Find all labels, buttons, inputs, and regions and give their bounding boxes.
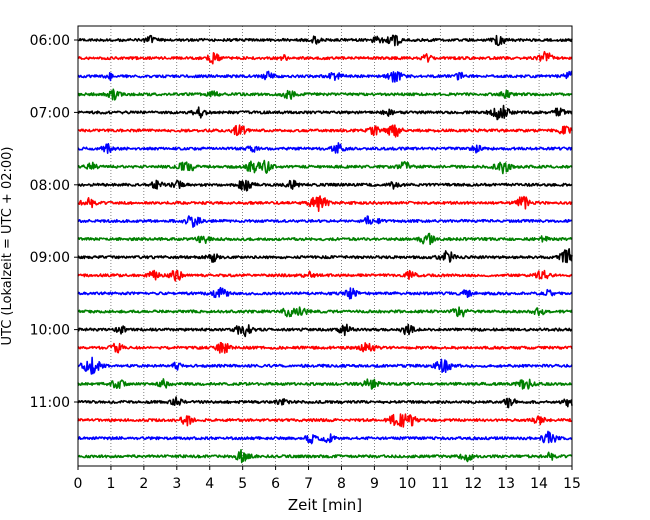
trace-0815 — [77, 195, 573, 213]
trace-0730 — [77, 142, 573, 154]
y-tick-label: 08:00 — [30, 178, 70, 194]
y-tick-label: 09:00 — [30, 250, 70, 266]
x-tick-label: 11 — [431, 476, 449, 492]
x-tick-label: 12 — [464, 476, 482, 492]
trace-0600 — [77, 34, 573, 47]
trace-1115 — [77, 413, 573, 428]
trace-0800 — [77, 179, 573, 192]
x-tick-label: 3 — [172, 476, 181, 492]
x-tick-label: 5 — [238, 476, 247, 492]
trace-0915 — [77, 269, 573, 282]
trace-1145 — [77, 449, 573, 464]
x-tick-label: 2 — [139, 476, 148, 492]
trace-0715 — [77, 124, 573, 138]
x-tick-label: 9 — [370, 476, 379, 492]
x-tick-label: 4 — [205, 476, 214, 492]
trace-group — [77, 34, 573, 464]
y-tick-label: 10:00 — [30, 323, 70, 339]
trace-0945 — [77, 306, 573, 318]
x-tick-label: 14 — [530, 476, 548, 492]
trace-0745 — [77, 159, 573, 175]
trace-0930 — [77, 286, 573, 300]
y-axis-ticks: 06:00 07:00 08:00 09:00 10:00 11:00 — [30, 33, 78, 411]
x-axis-ticks: 0 1 2 3 4 5 6 7 8 9 10 11 12 13 14 15 — [74, 466, 581, 492]
y-tick-label: 07:00 — [30, 105, 70, 121]
x-tick-label: 13 — [497, 476, 515, 492]
x-axis-label: Zeit [min] — [288, 496, 362, 514]
trace-0645 — [77, 88, 573, 101]
x-tick-label: 7 — [304, 476, 313, 492]
x-tick-label: 6 — [271, 476, 280, 492]
trace-1100 — [77, 396, 573, 409]
trace-1000 — [77, 323, 573, 338]
y-axis-label: UTC (Lokalzeit = UTC + 02:00) — [0, 147, 15, 346]
trace-0830 — [77, 215, 573, 228]
trace-1130 — [77, 430, 573, 445]
x-tick-label: 15 — [563, 476, 581, 492]
y-tick-label: 11:00 — [30, 395, 70, 411]
trace-0630 — [77, 70, 573, 83]
x-tick-label: 1 — [106, 476, 115, 492]
trace-0700 — [77, 104, 573, 121]
y-tick-label: 06:00 — [30, 33, 70, 49]
x-tick-label: 0 — [74, 476, 83, 492]
trace-1045 — [77, 378, 573, 390]
plot-frame — [77, 25, 573, 467]
trace-1015 — [77, 341, 573, 354]
trace-0615 — [77, 50, 573, 65]
trace-1030 — [77, 356, 573, 375]
trace-0845 — [77, 232, 573, 246]
vertical-grid — [110, 26, 540, 466]
trace-0900 — [77, 248, 573, 264]
x-tick-label: 8 — [337, 476, 346, 492]
x-tick-label: 10 — [398, 476, 416, 492]
